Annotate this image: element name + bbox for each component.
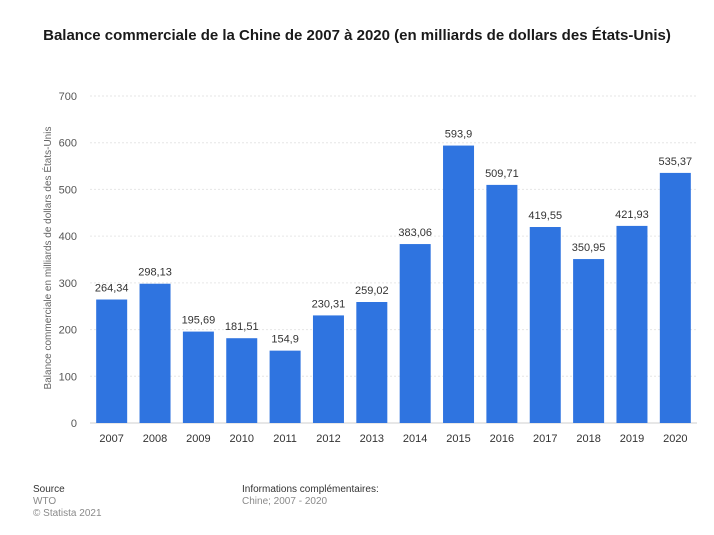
data-label-2012: 230,31 (312, 298, 346, 310)
x-tick-label: 2008 (143, 433, 167, 445)
gridlines (90, 95, 697, 424)
copyright: © Statista 2021 (33, 508, 102, 519)
bar-2018[interactable] (573, 259, 605, 423)
y-tick-label: 600 (59, 138, 77, 150)
x-tick-label: 2017 (533, 433, 557, 445)
bar-2012[interactable] (312, 315, 344, 423)
chart-title: Balance commerciale de la Chine de 2007 … (43, 27, 671, 44)
data-label-2018: 350,95 (572, 242, 606, 254)
x-tick-label: 2016 (490, 433, 514, 445)
y-axis-ticks: 0 100 200 300 400 500 600 700 (59, 91, 77, 430)
bar-2017[interactable] (529, 227, 561, 423)
bar-2010[interactable] (226, 338, 258, 423)
y-tick-label: 300 (59, 278, 77, 290)
x-tick-label: 2010 (230, 433, 254, 445)
data-label-2010: 181,51 (225, 321, 259, 333)
y-tick-label: 500 (59, 184, 77, 196)
bar-2015[interactable] (443, 145, 475, 424)
data-label-2009: 195,69 (182, 315, 216, 327)
x-tick-label: 2019 (620, 433, 644, 445)
x-tick-label: 2009 (186, 433, 210, 445)
y-tick-label: 100 (59, 371, 77, 383)
bar-2013[interactable] (356, 302, 388, 423)
source-heading: Source (33, 484, 65, 495)
x-axis-ticks: 2007 2008 2009 2010 2011 2012 2013 2014 2015 2016… (99, 433, 687, 445)
bar-2008[interactable] (139, 283, 171, 423)
data-label-2016: 509,71 (485, 168, 519, 180)
x-tick-label: 2014 (403, 433, 427, 445)
source-name: WTO (33, 496, 57, 507)
bars (96, 145, 691, 424)
bar-2007[interactable] (96, 299, 128, 423)
bar-2016[interactable] (486, 184, 518, 423)
x-tick-label: 2007 (99, 433, 123, 445)
bar-2011[interactable] (269, 350, 301, 423)
bar-2014[interactable] (399, 244, 431, 423)
y-tick-label: 0 (71, 418, 77, 430)
data-label-2015: 593,9 (445, 129, 473, 141)
y-axis-label: Balance commerciale en milliards de doll… (41, 127, 54, 390)
bar-2009[interactable] (182, 331, 214, 423)
value-labels: 264,34 298,13 195,69 181,51 154,9 230,31 259,0… (95, 129, 692, 346)
x-tick-label: 2012 (316, 433, 340, 445)
info-block: Informations complémentaires: Chine; 200… (242, 484, 379, 508)
info-heading: Informations complémentaires: (242, 484, 379, 495)
x-tick-label: 2011 (273, 433, 297, 445)
source-block: Source WTO © Statista 2021 (33, 484, 102, 520)
data-label-2013: 259,02 (355, 285, 389, 297)
info-text: Chine; 2007 - 2020 (242, 496, 328, 507)
data-label-2008: 298,13 (138, 267, 172, 279)
bar-2020[interactable] (659, 172, 691, 423)
bar-2019[interactable] (616, 225, 648, 423)
x-tick-label: 2018 (576, 433, 600, 445)
data-label-2014: 383,06 (398, 227, 432, 239)
x-tick-label: 2013 (360, 433, 384, 445)
data-label-2017: 419,55 (528, 210, 562, 222)
x-tick-label: 2020 (663, 433, 687, 445)
data-label-2011: 154,9 (271, 334, 299, 346)
y-tick-label: 400 (59, 231, 77, 243)
data-label-2020: 535,37 (658, 156, 692, 168)
data-label-2007: 264,34 (95, 283, 129, 295)
bar-chart: 0 100 200 300 400 500 600 700 264,34 298,13 195,6… (41, 91, 697, 445)
y-tick-label: 200 (59, 325, 77, 337)
x-tick-label: 2015 (446, 433, 470, 445)
y-tick-label: 700 (59, 91, 77, 103)
data-label-2019: 421,93 (615, 209, 649, 221)
